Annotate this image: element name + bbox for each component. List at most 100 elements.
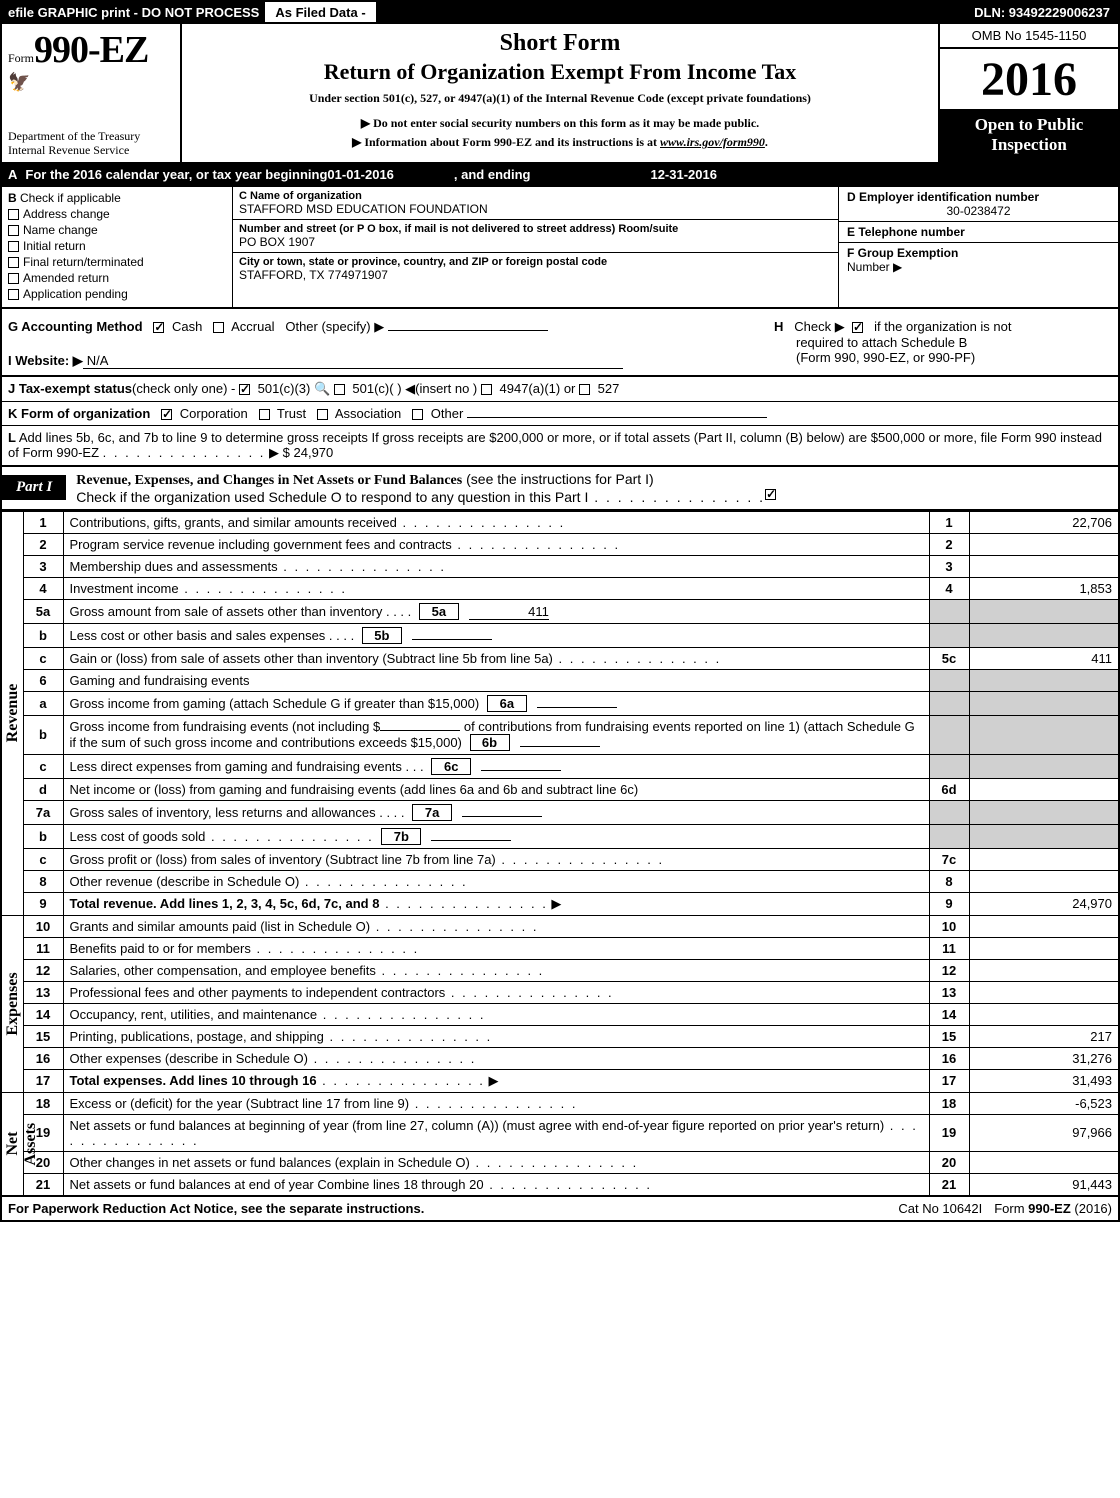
chk-trust[interactable] <box>259 409 270 420</box>
gross-receipts-amount: 24,970 <box>294 445 334 460</box>
chk-4947a1[interactable] <box>481 384 492 395</box>
website-label: I Website: ▶ <box>8 353 83 368</box>
efile-top-bar: efile GRAPHIC print - DO NOT PROCESS As … <box>0 0 1120 24</box>
section-k-org-form: K Form of organization Corporation Trust… <box>0 402 1120 426</box>
org-name: STAFFORD MSD EDUCATION FOUNDATION <box>239 202 832 216</box>
as-filed-label: As Filed Data - <box>265 2 375 22</box>
omb-number: OMB No 1545-1150 <box>940 24 1118 49</box>
table-row: cGross profit or (loss) from sales of in… <box>1 848 1119 870</box>
table-row: 5aGross amount from sale of assets other… <box>1 599 1119 623</box>
table-row: cLess direct expenses from gaming and fu… <box>1 754 1119 778</box>
line-15-value: 217 <box>969 1025 1119 1047</box>
table-row: 6Gaming and fundraising events <box>1 669 1119 691</box>
ssn-warning: Do not enter social security numbers on … <box>192 116 928 131</box>
section-j-tax-exempt: J Tax-exempt status(check only one) - 50… <box>0 377 1120 402</box>
org-street: PO BOX 1907 <box>239 235 832 249</box>
chk-name-change[interactable]: Name change <box>8 223 226 237</box>
chk-address-change[interactable]: Address change <box>8 207 226 221</box>
treasury-dept: Department of the Treasury Internal Reve… <box>8 129 174 158</box>
part-1-table: Revenue 1Contributions, gifts, grants, a… <box>0 511 1120 1197</box>
return-title: Return of Organization Exempt From Incom… <box>192 59 928 85</box>
column-c-org-info: C Name of organization STAFFORD MSD EDUC… <box>232 187 838 307</box>
table-row: bGross income from fundraising events (n… <box>1 715 1119 754</box>
column-b-checkboxes: B Check if applicable Address change Nam… <box>2 187 232 307</box>
table-row: 14Occupancy, rent, utilities, and mainte… <box>1 1003 1119 1025</box>
chk-501c[interactable] <box>334 384 345 395</box>
table-row: 2Program service revenue including gover… <box>1 533 1119 555</box>
website-value: N/A <box>83 353 623 369</box>
cat-no: Cat No 10642I <box>892 1197 988 1220</box>
table-row: 19Net assets or fund balances at beginni… <box>1 1114 1119 1151</box>
chk-schedule-o-part1[interactable] <box>765 489 776 500</box>
chk-cash[interactable] <box>153 322 164 333</box>
table-row: 8Other revenue (describe in Schedule O)8 <box>1 870 1119 892</box>
paperwork-notice: For Paperwork Reduction Act Notice, see … <box>2 1197 430 1220</box>
part-1-title: Revenue, Expenses, and Changes in Net As… <box>66 467 792 509</box>
table-row: 7aGross sales of inventory, less returns… <box>1 800 1119 824</box>
table-row: 21Net assets or fund balances at end of … <box>1 1173 1119 1196</box>
efile-label: efile GRAPHIC print - DO NOT PROCESS <box>2 3 265 22</box>
table-row: 4Investment income41,853 <box>1 577 1119 599</box>
chk-527[interactable] <box>579 384 590 395</box>
ein-label: D Employer identification number <box>847 190 1110 204</box>
table-row: aGross income from gaming (attach Schedu… <box>1 691 1119 715</box>
org-city: STAFFORD, TX 774971907 <box>239 268 832 282</box>
accounting-method: G Accounting Method Cash Accrual Other (… <box>2 309 768 375</box>
tax-year: 2016 <box>940 49 1118 109</box>
irs-link[interactable]: www.irs.gov/form990 <box>660 135 765 149</box>
chk-amended-return[interactable]: Amended return <box>8 271 226 285</box>
line-16-value: 31,276 <box>969 1047 1119 1069</box>
table-row: 13Professional fees and other payments t… <box>1 981 1119 1003</box>
form-id-footer: Form 990-EZ (2016) <box>988 1197 1118 1220</box>
line-5a-value: 411 <box>469 604 549 620</box>
row-a-tax-year: A For the 2016 calendar year, or tax yea… <box>0 164 1120 187</box>
form-header: Form990-EZ 🦅 Department of the Treasury … <box>0 24 1120 164</box>
line-5c-value: 411 <box>969 647 1119 669</box>
chk-501c3[interactable] <box>239 384 250 395</box>
form-number: Form990-EZ <box>8 28 174 72</box>
table-row: bLess cost or other basis and sales expe… <box>1 623 1119 647</box>
part-1-header: Part I Revenue, Expenses, and Changes in… <box>0 467 1120 511</box>
table-row: 20Other changes in net assets or fund ba… <box>1 1151 1119 1173</box>
section-bcdef: B Check if applicable Address change Nam… <box>0 187 1120 309</box>
table-row: Net Assets 18Excess or (deficit) for the… <box>1 1092 1119 1114</box>
chk-accrual[interactable] <box>213 322 224 333</box>
chk-association[interactable] <box>317 409 328 420</box>
line-1-value: 22,706 <box>969 511 1119 533</box>
line-17-value: 31,493 <box>969 1069 1119 1092</box>
table-row: 17Total expenses. Add lines 10 through 1… <box>1 1069 1119 1092</box>
open-public-badge: Open to Public Inspection <box>940 109 1118 162</box>
section-l-gross-receipts: L Add lines 5b, 6c, and 7b to line 9 to … <box>0 426 1120 467</box>
chk-application-pending[interactable]: Application pending <box>8 287 226 301</box>
line-4-value: 1,853 <box>969 577 1119 599</box>
line-19-value: 97,966 <box>969 1114 1119 1151</box>
header-right: OMB No 1545-1150 2016 Open to Public Ins… <box>938 24 1118 162</box>
form-footer: For Paperwork Reduction Act Notice, see … <box>0 1197 1120 1222</box>
header-center: Short Form Return of Organization Exempt… <box>182 24 938 162</box>
table-row: Revenue 1Contributions, gifts, grants, a… <box>1 511 1119 533</box>
chk-corporation[interactable] <box>161 409 172 420</box>
telephone-label: E Telephone number <box>847 225 1110 239</box>
line-9-value: 24,970 <box>969 892 1119 915</box>
table-row: cGain or (loss) from sale of assets othe… <box>1 647 1119 669</box>
table-row: bLess cost of goods sold 7b <box>1 824 1119 848</box>
chk-initial-return[interactable]: Initial return <box>8 239 226 253</box>
chk-other-org[interactable] <box>412 409 423 420</box>
table-row: 15Printing, publications, postage, and s… <box>1 1025 1119 1047</box>
table-row: 12Salaries, other compensation, and empl… <box>1 959 1119 981</box>
group-exemption-label: F Group Exemption <box>847 246 958 260</box>
table-row: 9Total revenue. Add lines 1, 2, 3, 4, 5c… <box>1 892 1119 915</box>
revenue-side-label: Revenue <box>1 511 23 915</box>
chk-final-return[interactable]: Final return/terminated <box>8 255 226 269</box>
line-21-value: 91,443 <box>969 1173 1119 1196</box>
chk-schedule-b-not-required[interactable] <box>852 322 863 333</box>
header-left: Form990-EZ 🦅 Department of the Treasury … <box>2 24 182 162</box>
under-section-text: Under section 501(c), 527, or 4947(a)(1)… <box>192 91 928 106</box>
part-1-tag: Part I <box>2 475 66 500</box>
table-row: 16Other expenses (describe in Schedule O… <box>1 1047 1119 1069</box>
netassets-side-label: Net Assets <box>1 1092 23 1196</box>
ein-value: 30-0238472 <box>847 204 1110 218</box>
section-h: H Check ▶ if the organization is not req… <box>768 309 1118 375</box>
table-row: dNet income or (loss) from gaming and fu… <box>1 778 1119 800</box>
table-row: 11Benefits paid to or for members11 <box>1 937 1119 959</box>
